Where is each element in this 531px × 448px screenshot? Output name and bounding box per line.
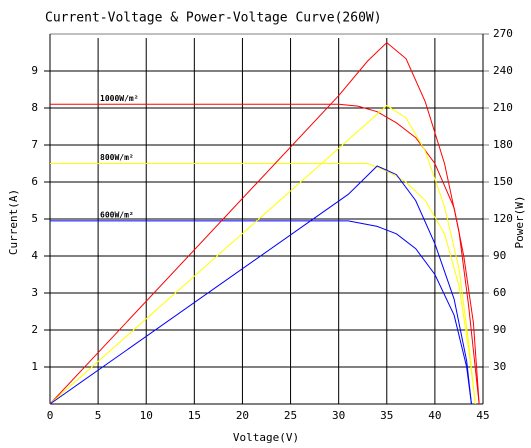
y-axis-label: Current(A) [7,189,20,255]
curve [49,41,480,405]
x-tick-label: 10 [140,409,153,422]
x-tick-label: 0 [47,409,54,422]
y2-tick-label: 270 [493,27,513,40]
y-tick-label: 2 [31,323,38,336]
y2-tick-label: 240 [493,64,513,77]
y2-tick-label: 60 [493,286,506,299]
x-tick-label: 30 [332,409,345,422]
curve-label: 1000W/m² [100,94,139,103]
y2-tick-label: 90 [493,249,506,262]
chart-title: Current-Voltage & Power-Voltage Curve(26… [45,11,382,26]
curve-label: 600W/m² [100,210,134,219]
curve [50,103,480,405]
y-tick-label: 1 [31,360,38,373]
y2-tick-label: 30 [493,360,506,373]
y2-tick-label: 90 [493,323,506,336]
curve [49,165,472,405]
x-tick-label: 15 [188,409,201,422]
x-axis-label: Voltage(V) [233,431,299,444]
y2-tick-label: 120 [493,212,513,225]
x-tick-label: 5 [95,409,102,422]
y2-tick-label: 180 [493,138,513,151]
y2-tick-label: 150 [493,175,513,188]
x-tick-label: 40 [428,409,441,422]
y-tick-label: 6 [31,175,38,188]
y2-tick-label: 210 [493,101,513,114]
y-tick-label: 8 [31,101,38,114]
x-tick-label: 45 [476,409,489,422]
curve [49,104,476,405]
y2-axis-label: Power(W) [513,196,526,249]
y-tick-label: 3 [31,286,38,299]
curve [50,163,476,405]
y-tick-label: 9 [31,64,38,77]
y-tick-label: 5 [31,212,38,225]
curve [50,220,472,405]
x-tick-label: 20 [236,409,249,422]
x-tick-label: 35 [380,409,393,422]
x-tick-label: 25 [284,409,297,422]
y-tick-label: 7 [31,138,38,151]
y-tick-label: 4 [31,249,38,262]
curve-label: 800W/m² [100,153,134,162]
